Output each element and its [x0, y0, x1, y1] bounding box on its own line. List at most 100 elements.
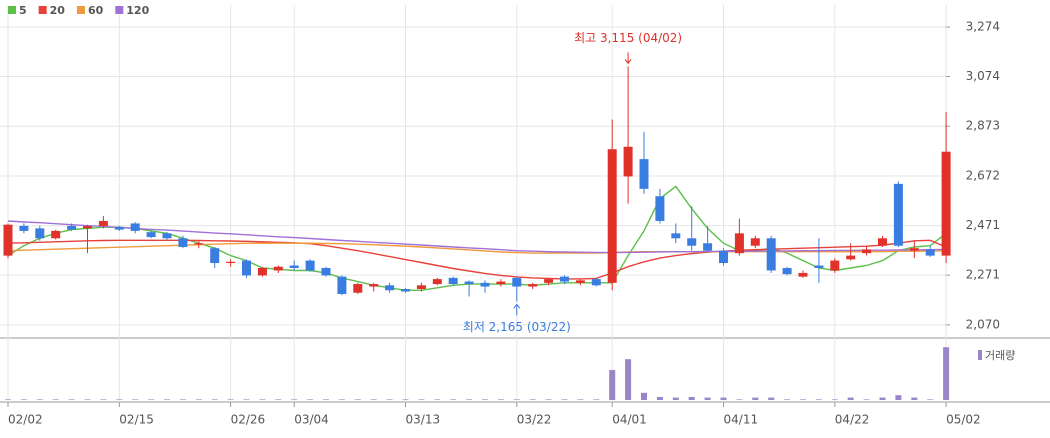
volume-bar: [895, 395, 902, 400]
volume-bar: [800, 399, 806, 400]
candle-body: [528, 284, 538, 287]
y-tick-label: 2,271: [966, 268, 1000, 282]
candle-body: [655, 196, 665, 221]
volume-legend-swatch: [978, 350, 982, 360]
volume-bar: [736, 399, 743, 400]
candle-body: [687, 238, 697, 246]
volume-bar: [482, 399, 488, 400]
volume-bar: [36, 399, 43, 400]
candle-body: [703, 243, 713, 251]
volume-bar: [132, 399, 139, 400]
volume-bar: [370, 399, 377, 400]
candle-body: [734, 233, 744, 254]
candle-body: [19, 225, 29, 231]
annotation-arrowhead: [513, 303, 521, 309]
candle-body: [893, 183, 903, 246]
volume-bar: [847, 397, 854, 400]
candle-body: [67, 225, 77, 230]
volume-bar: [52, 399, 59, 400]
candle-body: [862, 249, 872, 254]
volume-bar: [20, 399, 27, 400]
candle-body: [941, 151, 951, 256]
volume-bar: [609, 370, 616, 400]
volume-bar: [577, 399, 584, 400]
volume-bar: [720, 397, 727, 400]
volume-bar: [211, 399, 218, 400]
volume-bar: [307, 399, 314, 400]
volume-legend-label: 거래량: [985, 349, 1015, 362]
volume-bar: [688, 397, 695, 400]
volume-bar: [943, 347, 950, 400]
candle-body: [114, 227, 124, 230]
candle-body: [607, 149, 617, 283]
volume-bar: [5, 399, 11, 400]
candle-body: [353, 284, 363, 293]
candle-body: [591, 279, 601, 286]
candle-body: [830, 260, 840, 271]
candle-body: [448, 277, 458, 285]
annotation-label: 최고 3,115 (04/02): [574, 31, 682, 45]
volume-bar: [752, 397, 759, 400]
x-tick-label: 04/11: [724, 413, 759, 427]
moving-average-line: [7, 242, 947, 254]
x-tick-label: 02/02: [8, 413, 43, 427]
candle-body: [750, 238, 760, 246]
candle-body: [130, 223, 140, 231]
volume-bar: [195, 399, 202, 400]
candle-body: [671, 233, 681, 239]
volume-bar: [497, 399, 504, 400]
volume-bar: [879, 397, 886, 400]
candle-body: [623, 146, 633, 177]
volume-bar: [116, 399, 123, 400]
x-tick-label: 03/13: [406, 413, 441, 427]
volume-bar: [227, 399, 234, 400]
volume-bar: [561, 399, 568, 400]
volume-bar: [466, 399, 473, 400]
candle-body: [162, 233, 172, 239]
candle-body: [766, 238, 776, 271]
y-tick-label: 2,873: [966, 119, 1000, 133]
candle-body: [3, 224, 13, 256]
volume-bar: [164, 399, 170, 400]
candle-body: [432, 279, 442, 285]
candle-body: [242, 260, 251, 276]
candle-body: [544, 279, 554, 283]
volume-bar: [84, 399, 91, 400]
volume-bar: [656, 397, 663, 400]
volume-bar: [927, 399, 934, 400]
y-tick-label: 2,672: [966, 168, 1000, 182]
legend-swatch: [76, 6, 85, 14]
candle-body: [273, 266, 283, 271]
candle-body: [719, 250, 728, 264]
volume-bar: [815, 399, 822, 400]
candle-body: [226, 261, 236, 264]
candle-body: [178, 238, 188, 247]
volume-bar: [768, 397, 775, 400]
volume-bar: [831, 399, 838, 400]
x-tick-label: 02/26: [231, 413, 266, 427]
volume-bar: [386, 399, 393, 400]
candle-body: [385, 285, 395, 291]
candle-body: [83, 225, 92, 229]
candle-body: [560, 276, 569, 282]
volume-bar: [450, 399, 457, 400]
candle-body: [814, 265, 824, 268]
moving-average-line: [7, 220, 947, 254]
candle-body: [878, 238, 887, 246]
y-tick-label: 2,070: [966, 317, 1000, 331]
volume-bar: [338, 399, 345, 400]
volume-bar: [354, 399, 361, 400]
x-tick-label: 03/04: [294, 413, 329, 427]
candle-body: [257, 267, 267, 276]
x-tick-label: 05/02: [946, 413, 981, 427]
candle-body: [480, 282, 490, 287]
volume-bar: [513, 399, 520, 400]
volume-bar: [259, 399, 266, 400]
candle-body: [639, 159, 649, 189]
x-tick-label: 02/15: [119, 413, 154, 427]
candle-body: [98, 220, 108, 226]
volume-bar: [625, 359, 632, 400]
annotation-arrowhead: [624, 59, 632, 65]
volume-bar: [243, 399, 250, 400]
volume-bar: [434, 399, 441, 400]
